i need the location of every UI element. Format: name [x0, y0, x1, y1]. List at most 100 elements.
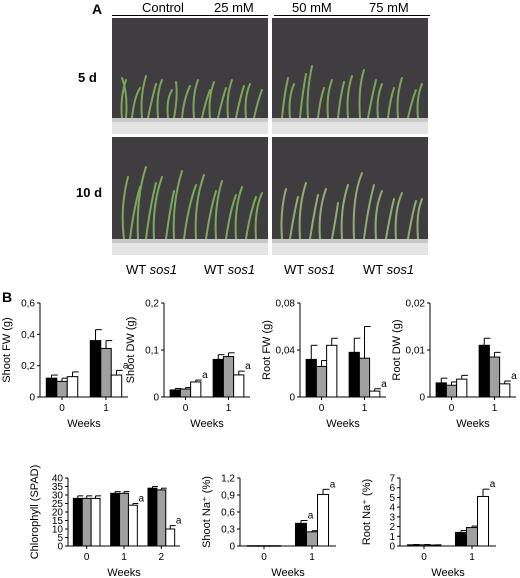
chart-2-x-axis-title: Weeks — [190, 418, 224, 430]
chart-5-bar — [119, 492, 129, 547]
chart-5-y-tick-label: 25 — [52, 499, 64, 510]
chart-6-bar — [247, 545, 259, 547]
chart-6-x-tick-label: 0 — [261, 552, 267, 563]
chart-2-x-tick-label: 1 — [226, 403, 232, 414]
chart-1-y-tick-label: 0,4 — [21, 330, 35, 341]
chart-5-y-tick-label: 40 — [52, 474, 64, 485]
treatment-control: Control — [142, 0, 184, 15]
chart-6-bar — [317, 493, 329, 547]
chart-4-x-axis-title: Weeks — [456, 418, 490, 430]
chart-6-y-tick-label: 1,2 — [221, 474, 235, 485]
seedlings-illustration — [120, 75, 263, 119]
seedlings-illustration — [121, 166, 263, 240]
chart-4-bar — [478, 344, 490, 398]
tray — [272, 122, 428, 134]
chart-3-bar — [305, 358, 317, 398]
seedlings-illustration — [280, 172, 423, 240]
chart-2-bar — [190, 381, 202, 398]
chart-5-x-tick-label: 2 — [159, 552, 165, 563]
chart-1-bar — [89, 340, 102, 398]
chart-4-y-tick-label: 0,01 — [406, 346, 426, 357]
chart-3-y-tick-label: 0 — [289, 393, 295, 404]
chart-3-y-axis-title: Root FW (g) — [261, 320, 273, 380]
chart-7-x-tick-label: 0 — [421, 552, 427, 563]
chart-6-bar — [295, 522, 307, 547]
chart-5-y-tick-label: 0 — [57, 542, 63, 553]
chart-7-y-tick-label: 2 — [389, 522, 395, 533]
chart-5-significance-letter: a — [176, 516, 182, 527]
paper-sheet — [272, 118, 428, 122]
chart-5-significance-letter: a — [139, 494, 145, 505]
chart-2-significance-letter: a — [245, 361, 251, 372]
chart-5-bar — [110, 492, 121, 547]
chart-7-x-axis-title: Weeks — [431, 567, 465, 578]
chart-7-y-tick-label: 0 — [389, 542, 395, 553]
treatment-50mm: 50 mM — [292, 0, 332, 15]
chart-5-bar — [90, 497, 101, 547]
seedling-photo-10d-50mm-75mm — [272, 137, 428, 255]
chart-1-bar — [110, 374, 123, 398]
chart-7-y-tick-label: 4 — [389, 503, 395, 514]
chart-7-y-tick-label: 7 — [389, 474, 395, 485]
chart-5-x-axis-title: Weeks — [107, 567, 141, 578]
chart-4-y-axis-title: Root DW (g) — [391, 319, 403, 380]
chart-3-x-tick-label: 1 — [362, 403, 368, 414]
genotype-label-50mm: WT sos1 — [284, 262, 336, 277]
chart-3-bar — [315, 365, 328, 398]
chart-4-x-tick-label: 1 — [492, 403, 498, 414]
chart-3-x-tick-label: 0 — [319, 403, 325, 414]
genotype-label-75mm: WT sos1 — [363, 262, 415, 277]
row-label-5d: 5 d — [78, 70, 97, 85]
chart-1-y-tick-label: 0,2 — [21, 361, 35, 372]
chart-1-y-tick-label: 0,6 — [21, 299, 35, 310]
chart-5-y-axis-title: Chlorophyll (SPAD) — [29, 465, 41, 560]
chart-4-bar — [435, 382, 447, 398]
chart-4-y-tick-label: 0,02 — [406, 299, 426, 310]
chart-2-bar — [212, 358, 224, 398]
paper-sheet — [112, 239, 268, 243]
chart-3-y-tick-label: 0,08 — [276, 299, 296, 310]
chart-6-y-axis-title: Shoot Na⁺ (%) — [201, 476, 213, 548]
chart-2-x-tick-label: 0 — [183, 403, 189, 414]
chart-5-bar — [81, 497, 92, 547]
chart-5-y-tick-label: 5 — [57, 533, 63, 544]
chart-1-bar — [56, 380, 68, 398]
chart-1-x-tick-label: 0 — [59, 403, 65, 414]
seedlings-illustration — [281, 65, 423, 119]
seedling-photo-5d-control-25mm — [112, 18, 268, 134]
chart-3-bar — [369, 390, 381, 398]
paper-sheet — [272, 239, 428, 243]
chart-5-x-tick-label: 1 — [121, 552, 127, 563]
chart-2-y-tick-label: 0 — [153, 393, 159, 404]
chart-6-x-tick-label: 1 — [309, 552, 315, 563]
chart-7-y-tick-label: 5 — [389, 493, 395, 504]
chart-7-significance-letter: a — [490, 479, 496, 490]
chart-2-y-tick-label: 0,1 — [145, 346, 159, 357]
chart-4-significance-letter: a — [511, 371, 517, 382]
chart-2-bar — [169, 389, 181, 398]
chart-4-bar — [499, 383, 511, 398]
chart-7-bar — [466, 527, 478, 547]
chart-6-significance-letter: a — [308, 511, 314, 522]
chart-5-bar — [165, 528, 176, 547]
chart-6-bar — [269, 545, 281, 547]
chart-3-bar — [326, 344, 338, 398]
chart-5-y-tick-label: 35 — [52, 482, 64, 493]
row-label-10d: 10 d — [76, 185, 103, 200]
chart-7-bar — [455, 531, 467, 547]
treatment-75mm: 75 mM — [369, 0, 409, 15]
chart-5-bar — [72, 497, 83, 547]
chart-1-significance-letter: a — [123, 360, 129, 371]
chart-2-bar — [233, 374, 245, 398]
chart-2-y-tick-label: 0,2 — [145, 299, 159, 310]
chart-1-bar — [100, 347, 112, 398]
panel-a-label: A — [92, 1, 103, 17]
chart-7-y-tick-label: 3 — [389, 512, 395, 523]
genotype-label-25mm: WT sos1 — [204, 262, 256, 277]
chart-4-bar — [456, 378, 468, 398]
genotype-label-control: WT sos1 — [126, 262, 178, 277]
chart-2-bar — [179, 388, 192, 398]
chart-5-y-tick-label: 30 — [52, 491, 64, 502]
chart-1-x-axis-title: Weeks — [67, 418, 101, 430]
